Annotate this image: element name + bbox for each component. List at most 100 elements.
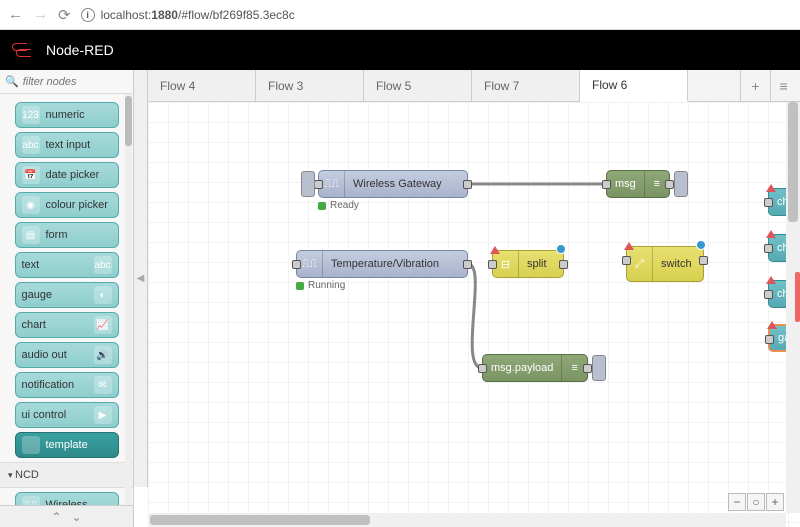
search-icon: 🔍 xyxy=(5,75,19,88)
output-port[interactable] xyxy=(583,364,592,373)
zoom-out-button[interactable]: − xyxy=(728,493,746,511)
palette-node-ui-control[interactable]: ui control▶ xyxy=(15,402,119,428)
gauge-icon: ◐ xyxy=(94,286,112,304)
status-dot-icon xyxy=(296,282,304,290)
horizontal-scrollbar[interactable] xyxy=(148,513,786,527)
tab-flow-4[interactable]: Flow 4 xyxy=(148,70,256,101)
output-port[interactable] xyxy=(699,256,708,265)
palette-node-wireless[interactable]: ⎍⎍ Wireless xyxy=(15,492,119,505)
palette-node-text-input[interactable]: abctext input xyxy=(15,132,119,158)
error-icon xyxy=(490,244,500,254)
changed-icon xyxy=(556,244,566,254)
palette-node-numeric[interactable]: 123numeric xyxy=(15,102,119,128)
status-dot-icon xyxy=(318,202,326,210)
palette-scroll-thumb[interactable] xyxy=(125,96,132,146)
palette-node-form[interactable]: ▤form xyxy=(15,222,119,248)
error-icon xyxy=(624,240,634,250)
palette-node-gauge[interactable]: gauge◐ xyxy=(15,282,119,308)
tab-flow-5[interactable]: Flow 5 xyxy=(364,70,472,101)
palette-collapse-icon[interactable]: ⌃ xyxy=(51,510,61,524)
back-button[interactable]: ← xyxy=(8,6,23,23)
nodered-logo-icon xyxy=(12,43,36,57)
text-icon: abc xyxy=(94,256,112,274)
palette-filter[interactable]: 🔍 xyxy=(0,70,133,94)
palette-toggle[interactable]: ◀ xyxy=(134,70,148,487)
input-port[interactable] xyxy=(488,260,497,269)
node-msg[interactable]: msg≡ xyxy=(606,170,670,198)
url-text: localhost:1880/#flow/bf269f85.3ec8c xyxy=(101,8,295,22)
input-port[interactable] xyxy=(602,180,611,189)
list-icon xyxy=(780,78,792,94)
error-icon xyxy=(766,182,776,192)
gateway-btn[interactable] xyxy=(301,171,315,197)
input-port[interactable] xyxy=(764,198,773,207)
template-icon xyxy=(22,436,40,454)
deploy-change-marker xyxy=(795,272,800,322)
app-header: Node-RED xyxy=(0,30,800,70)
add-flow-button[interactable]: + xyxy=(740,70,770,101)
output-port[interactable] xyxy=(463,260,472,269)
palette-node-audio-out[interactable]: audio out🔊 xyxy=(15,342,119,368)
node-temp[interactable]: ⎍⎍Temperature/Vibration xyxy=(296,250,468,278)
error-icon xyxy=(767,319,777,329)
filter-input[interactable] xyxy=(23,76,128,88)
input-port[interactable] xyxy=(314,180,323,189)
palette-list: 123numeric abctext input 📅date picker ◉colo… xyxy=(0,94,133,505)
input-port[interactable] xyxy=(622,256,631,265)
app-title: Node-RED xyxy=(46,42,114,58)
node-gateway[interactable]: ⎍⎍Wireless Gateway xyxy=(318,170,468,198)
msg-btn[interactable] xyxy=(674,171,688,197)
input-port[interactable] xyxy=(478,364,487,373)
colour picker-icon: ◉ xyxy=(22,196,40,214)
form-icon: ▤ xyxy=(22,226,40,244)
output-port[interactable] xyxy=(665,180,674,189)
notification-icon: ✉ xyxy=(94,376,112,394)
address-bar[interactable]: i localhost:1880/#flow/bf269f85.3ec8c xyxy=(81,8,792,22)
v-scroll-thumb[interactable] xyxy=(788,102,798,222)
palette-scrollbar[interactable] xyxy=(125,94,132,505)
input-port[interactable] xyxy=(764,290,773,299)
changed-icon xyxy=(696,240,706,250)
palette-node-text[interactable]: textabc xyxy=(15,252,119,278)
palette-node-template[interactable]: template xyxy=(15,432,119,458)
text input-icon: abc xyxy=(22,136,40,154)
site-info-icon[interactable]: i xyxy=(81,8,95,22)
error-icon xyxy=(766,274,776,284)
tab-flow-7[interactable]: Flow 7 xyxy=(472,70,580,101)
palette-sidebar: 🔍 123numeric abctext input 📅date picker ◉co… xyxy=(0,70,134,527)
ui control-icon: ▶ xyxy=(94,406,112,424)
palette-node-chart[interactable]: chart📈 xyxy=(15,312,119,338)
zoom-controls: − ○ + xyxy=(728,493,784,511)
forward-button[interactable]: → xyxy=(33,6,48,23)
error-icon xyxy=(766,228,776,238)
palette-category-ncd[interactable]: NCD xyxy=(0,462,133,488)
date picker-icon: 📅 xyxy=(22,166,40,184)
palette-expand-icon[interactable]: ⌄ xyxy=(72,510,82,524)
zoom-in-button[interactable]: + xyxy=(766,493,784,511)
flow-canvas[interactable]: ⎍⎍Wireless GatewayReady⎍⎍Temperature/Vib… xyxy=(148,102,800,527)
tab-flow-3[interactable]: Flow 3 xyxy=(256,70,364,101)
palette-footer: ⌃ ⌄ xyxy=(0,505,133,527)
input-port[interactable] xyxy=(765,335,774,344)
palette-node-colour-picker[interactable]: ◉colour picker xyxy=(15,192,119,218)
tab-flow-6[interactable]: Flow 6 xyxy=(580,70,688,102)
h-scroll-thumb[interactable] xyxy=(150,515,370,525)
numeric-icon: 123 xyxy=(22,106,40,124)
workspace: Flow 4Flow 3Flow 5Flow 7Flow 6 + ⎍⎍Wirel… xyxy=(148,70,800,527)
output-port[interactable] xyxy=(559,260,568,269)
node-split[interactable]: ⊟split xyxy=(492,250,564,278)
flow-tabs: Flow 4Flow 3Flow 5Flow 7Flow 6 + xyxy=(148,70,800,102)
switch-icon: ⤢ xyxy=(627,247,653,281)
flow-list-button[interactable] xyxy=(770,70,800,101)
input-port[interactable] xyxy=(292,260,301,269)
output-port[interactable] xyxy=(463,180,472,189)
palette-node-date-picker[interactable]: 📅date picker xyxy=(15,162,119,188)
node-switch[interactable]: ⤢switch xyxy=(626,246,704,282)
reload-button[interactable]: ⟳ xyxy=(58,6,71,24)
palette-node-notification[interactable]: notification✉ xyxy=(15,372,119,398)
payload-btn[interactable] xyxy=(592,355,606,381)
node-payload[interactable]: msg.payload≡ xyxy=(482,354,588,382)
zoom-reset-button[interactable]: ○ xyxy=(747,493,765,511)
input-port[interactable] xyxy=(764,244,773,253)
audio out-icon: 🔊 xyxy=(94,346,112,364)
